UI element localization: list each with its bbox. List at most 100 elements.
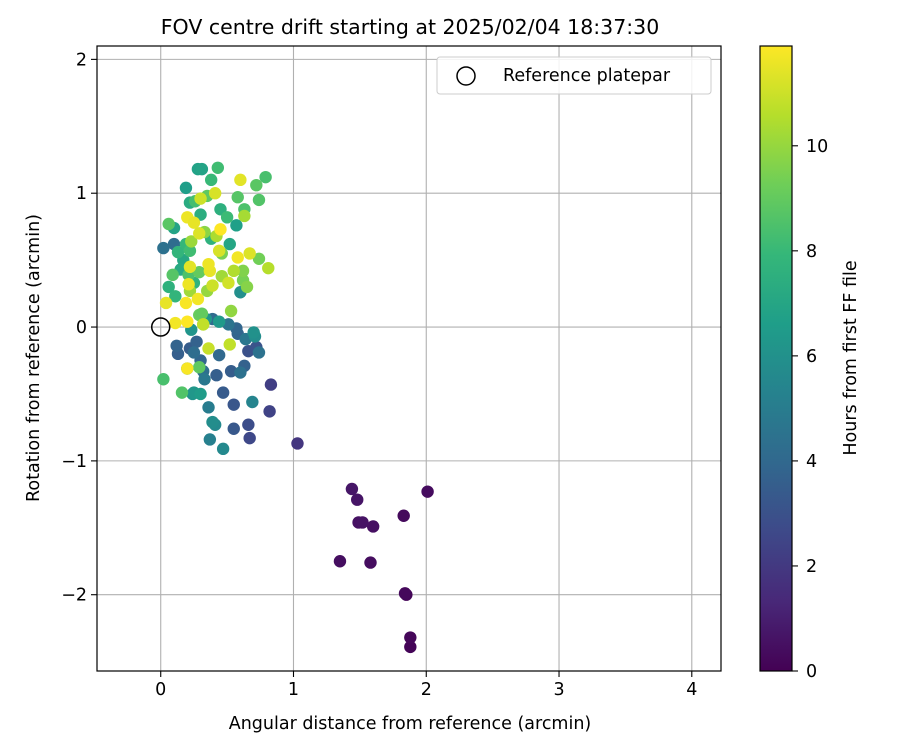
scatter-point: [212, 244, 226, 257]
x-tick-label: 3: [553, 680, 564, 700]
scatter-point: [193, 360, 206, 374]
scatter-point: [364, 556, 377, 569]
scatter-point: [194, 387, 207, 401]
scatter-point: [185, 235, 198, 248]
scatter-point: [212, 348, 226, 362]
scatter-point: [216, 442, 230, 456]
scatter-point: [195, 162, 209, 176]
scatter-point: [195, 307, 209, 320]
scatter-point: [252, 346, 266, 359]
scatter-point: [210, 369, 223, 382]
scatter-point: [203, 433, 217, 446]
scatter-point: [204, 173, 218, 187]
scatter-point: [398, 587, 412, 600]
scatter-point: [183, 260, 197, 274]
scatter-point: [333, 555, 347, 568]
scatter-point: [191, 292, 205, 306]
scatter-point: [240, 280, 254, 294]
legend: Reference platepar: [436, 56, 712, 95]
scatter-point: [187, 346, 201, 359]
colorbar-tick-label: 4: [806, 452, 817, 472]
scatter-point: [220, 211, 234, 224]
x-tick-label: 1: [288, 680, 299, 700]
scatter-point: [202, 257, 215, 271]
scatter-point: [179, 296, 193, 310]
scatter-point: [187, 216, 201, 229]
scatter-point: [238, 209, 251, 223]
scatter-point: [224, 304, 238, 318]
scatter-point: [211, 161, 225, 174]
scatter-point: [262, 261, 275, 275]
colorbar-tick-label: 0: [806, 662, 817, 682]
scatter-point: [351, 493, 364, 506]
colorbar-tick-label: 10: [806, 137, 828, 157]
scatter-point: [224, 365, 238, 378]
y-axis-label: Rotation from reference (arcmin): [24, 214, 44, 502]
scatter-point: [252, 193, 266, 207]
scatter-point: [397, 509, 410, 522]
scatter-point: [157, 241, 170, 255]
x-tick-label: 0: [155, 680, 166, 700]
scatter-point: [162, 217, 175, 231]
scatter-point: [230, 219, 243, 232]
scatter-point: [170, 339, 183, 352]
axes-frame: [96, 45, 722, 672]
y-tick-label: 1: [76, 184, 87, 204]
scatter-point: [236, 264, 250, 278]
scatter-point: [162, 280, 175, 294]
scatter-point: [197, 318, 210, 331]
colorbar-ticks: 0 2 4 6 8 10: [792, 137, 828, 682]
scatter-point: [181, 362, 194, 375]
scatter-point: [181, 315, 194, 328]
scatter-point: [190, 335, 203, 348]
scatter-point: [234, 173, 247, 187]
scatter-point: [231, 251, 244, 264]
scatter-point: [227, 398, 240, 411]
y-tick-label: 2: [76, 50, 87, 70]
scatter-point: [159, 296, 173, 310]
scatter-point: [404, 640, 417, 654]
scatter-point: [356, 516, 369, 529]
scatter-point: [243, 247, 256, 260]
scatter-point: [366, 520, 380, 533]
scatter-point: [166, 268, 179, 282]
colorbar-gradient: [759, 45, 793, 672]
scatter-point: [206, 279, 219, 292]
scatter-point: [263, 405, 276, 418]
scatter-point: [208, 187, 222, 200]
scatter-point: [252, 252, 266, 265]
scatter-point: [183, 244, 197, 257]
colorbar: 0 2 4 6 8 10 Hours from first FF file: [759, 45, 861, 682]
scatter-point: [250, 178, 263, 192]
scatter-point: [243, 431, 256, 445]
y-tick-label: −1: [61, 452, 87, 472]
scatter-point: [227, 422, 240, 435]
scatter-point: [227, 264, 240, 278]
scatter-point: [171, 245, 185, 259]
colorbar-tick-label: 2: [806, 557, 817, 577]
scatter-point: [421, 485, 434, 498]
legend-entry-label: Reference platepar: [503, 66, 671, 86]
scatter-point: [345, 482, 359, 496]
scatter-point: [404, 631, 417, 644]
scatter-point: [169, 290, 182, 303]
scatter-point: [291, 437, 304, 450]
scatter-point: [231, 191, 244, 204]
scatter-point: [193, 227, 206, 240]
scatter-point: [247, 326, 260, 339]
scatter-points: [157, 161, 434, 654]
legend-marker-icon: [456, 66, 476, 86]
scatter-point: [264, 378, 278, 391]
x-axis-label: Angular distance from reference (arcmin): [229, 714, 592, 734]
scatter-point: [242, 418, 255, 431]
x-tick-label: 2: [421, 680, 432, 700]
legend-box: [436, 56, 712, 95]
scatter-point: [212, 315, 226, 328]
scatter-point: [246, 395, 259, 409]
scatter-point: [169, 316, 182, 330]
scatter-point: [223, 338, 236, 351]
scatter-point: [214, 223, 227, 236]
y-tick-label: −2: [61, 586, 87, 606]
scatter-point: [175, 386, 189, 399]
